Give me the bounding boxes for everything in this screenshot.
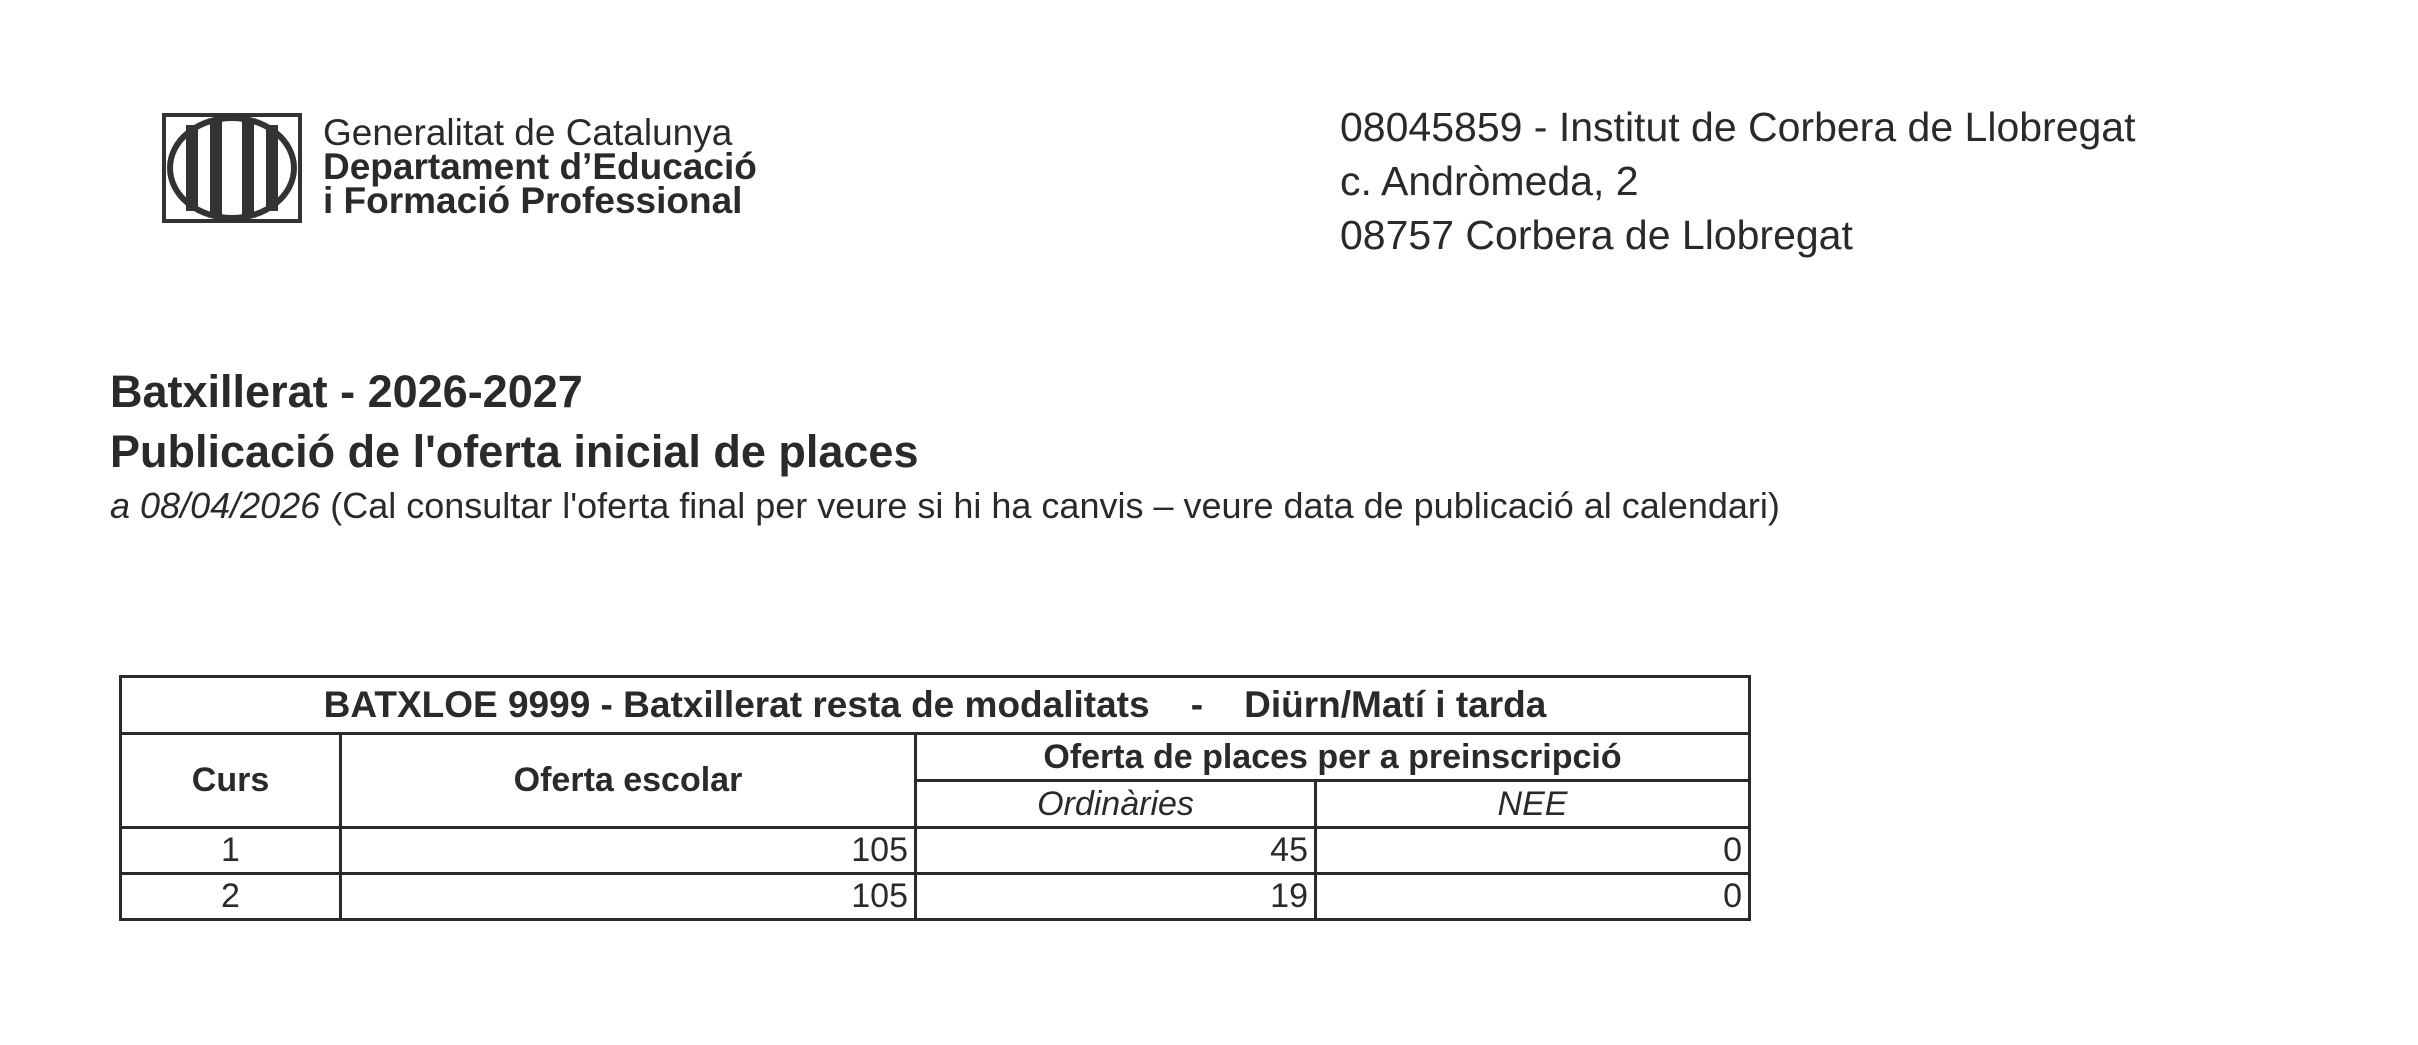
street: c. Andròmeda, 2: [1340, 158, 1639, 204]
cell-oferta-escolar: 105: [339, 826, 917, 875]
school-address: 08045859 - Institut de Corbera de Llobre…: [1340, 100, 2136, 262]
cell-nee: 0: [1314, 872, 1751, 921]
document-title: Batxillerat - 2026-2027 Publicació de l'…: [110, 362, 918, 482]
cell-ordinaries: 19: [914, 872, 1317, 921]
school-name: 08045859 - Institut de Corbera de Llobre…: [1340, 104, 2136, 150]
table-row: 1 105 45 0: [119, 826, 1751, 875]
generalitat-logo: [162, 113, 302, 223]
publication-note: a 08/04/2026 (Cal consultar l'oferta fin…: [110, 485, 1780, 527]
cell-nee: 0: [1314, 826, 1751, 875]
org-line-3: i Formació Professional: [323, 180, 743, 221]
header-row: Curs Oferta escolar Oferta de places per…: [119, 732, 1751, 829]
cell-curs: 1: [119, 826, 342, 875]
city: 08757 Corbera de Llobregat: [1340, 212, 1853, 258]
organization-name: Generalitat de Catalunya Departament d’E…: [323, 112, 757, 221]
table-caption: BATXLOE 9999 - Batxillerat resta de moda…: [119, 675, 1751, 735]
header-curs: Curs: [119, 732, 342, 829]
note-text: (Cal consultar l'oferta final per veure …: [320, 485, 1780, 526]
places-table: BATXLOE 9999 - Batxillerat resta de moda…: [119, 675, 1751, 921]
org-line-1: Generalitat de Catalunya: [323, 112, 733, 153]
cell-ordinaries: 45: [914, 826, 1317, 875]
caption-row: BATXLOE 9999 - Batxillerat resta de moda…: [119, 675, 1751, 735]
title-line-2: Publicació de l'oferta inicial de places: [110, 426, 919, 477]
header-nee: NEE: [1314, 779, 1751, 829]
org-line-2: Departament d’Educació: [323, 146, 757, 187]
publication-date: a 08/04/2026: [110, 485, 321, 526]
cell-oferta-escolar: 105: [339, 872, 917, 921]
table-row: 2 105 19 0: [119, 872, 1751, 921]
title-line-1: Batxillerat - 2026-2027: [110, 366, 583, 417]
cell-curs: 2: [119, 872, 342, 921]
subheader-row: Ordinàries NEE: [121, 779, 1751, 829]
header-oferta-preinscripcio: Oferta de places per a preinscripció: [914, 732, 1751, 782]
header-oferta-escolar: Oferta escolar: [339, 732, 917, 829]
header-ordinaries: Ordinàries: [914, 779, 1317, 829]
